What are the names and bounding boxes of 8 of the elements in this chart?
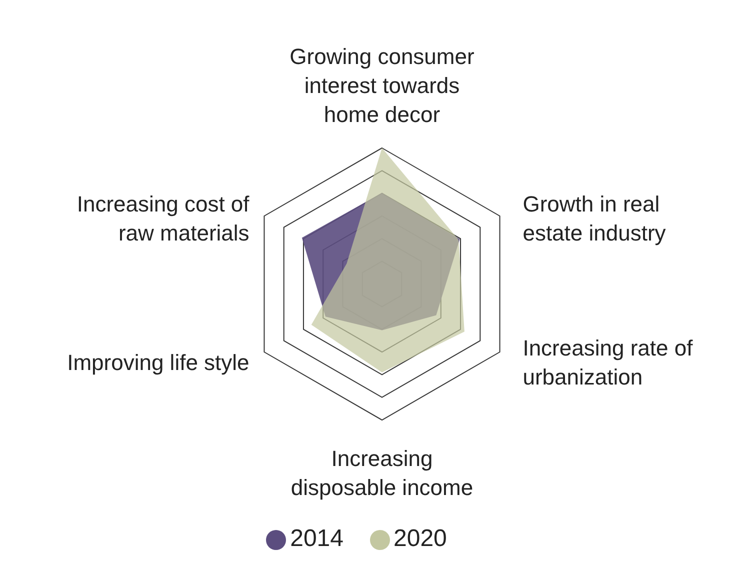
spoke-label: Improving life style	[67, 350, 250, 375]
spoke-label: Increasing cost of raw materials	[76, 192, 250, 246]
spoke-label: Growth in real estate industry	[522, 192, 666, 246]
spoke-label: Increasing rate of urbanization	[522, 336, 694, 390]
legend-label: 2014	[290, 525, 344, 552]
legend-label: 2020	[394, 525, 447, 552]
spoke-label: Growing consumer interest towards home decor	[290, 44, 474, 127]
spoke-label: Increasing disposable income	[290, 446, 474, 500]
